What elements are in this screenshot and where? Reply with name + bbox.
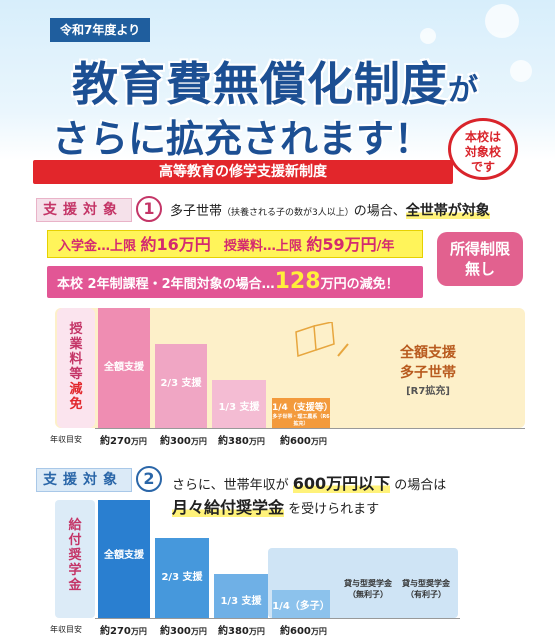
loan-with-interest: 貸与型奨学金 （有利子） <box>402 579 450 599</box>
bubble-decoration <box>510 60 532 82</box>
chart2-bar-quarter: 1/4（多子） <box>272 590 330 618</box>
section-number: 1 <box>136 196 162 222</box>
chart1-axis-label: 約380万円 <box>218 436 265 447</box>
chart1-bar-two-thirds: 2/3 支援 <box>155 344 207 428</box>
chart2-axis-label: 約300万円 <box>160 626 207 637</box>
section1-heading: 多子世帯（扶養される子の数が3人以上）の場合、全世帯が対象 <box>170 203 490 219</box>
chart2-axis <box>95 618 460 619</box>
reduction-box: 本校 2年制課程・2年間対象の場合…128万円の減免！ <box>47 266 423 298</box>
chart2-label: 給付奨学金 <box>68 518 82 593</box>
chart2-bar-two-thirds: 2/3 支援 <box>155 538 209 618</box>
bubble-decoration <box>485 4 519 38</box>
chart1-right-note: 全額支援 多子世帯 [R7拡充] <box>400 345 456 397</box>
loan-no-interest: 貸与型奨学金 （無利子） <box>344 579 392 599</box>
chart2-label-bg <box>55 500 95 618</box>
section-number: 2 <box>136 466 162 492</box>
book-icon <box>295 322 349 358</box>
chart2-axis-head: 年収目安 <box>50 625 82 634</box>
chart1-label-bg <box>57 308 95 428</box>
chart1-axis-label: 約600万円 <box>280 436 327 447</box>
chart1-bar-one-third: 1/3 支援 <box>212 380 266 428</box>
chart2-bar-full: 全額支援 <box>98 500 150 618</box>
chart1-axis-label: 約270万円 <box>100 436 147 447</box>
chart1-axis <box>95 428 525 429</box>
subtitle-bar: 高等教育の修学支援新制度 <box>33 160 453 184</box>
support-target-tag: 支援対象 <box>36 198 132 222</box>
chart2-axis-label: 約270万円 <box>100 626 147 637</box>
fee-limits-box: 入学金…上限 約16万円 授業料…上限 約59万円/年 <box>47 230 423 258</box>
chart1-bar-quarter: 1/4（支援等） 多子世帯・理工農系（R6拡充） <box>272 398 333 428</box>
eligible-school-badge: 本校は 対象校 です <box>448 118 518 180</box>
section2-heading-line1: さらに、世帯年収が 600万円以下 の場合は <box>172 474 447 493</box>
page-title: 教育費無償化制度が <box>72 57 479 111</box>
chart1-axis-label: 約300万円 <box>160 436 207 447</box>
chart2-axis-label: 約380万円 <box>218 626 265 637</box>
chart1-axis-head: 年収目安 <box>50 435 82 444</box>
year-ribbon: 令和7年度より <box>50 18 151 42</box>
chart1-bar-full: 全額支援 <box>98 308 150 428</box>
chart2-bar-one-third: 1/3 支援 <box>214 574 268 618</box>
chart2-axis-label: 約600万円 <box>280 626 327 637</box>
no-income-limit-badge: 所得制限 無し <box>437 232 523 286</box>
chart1-label: 授業料等 減免 <box>69 322 83 412</box>
page-title-line2: さらに拡充されます！ <box>52 117 433 161</box>
bubble-decoration <box>420 28 436 44</box>
section2-heading-line2: 月々給付奨学金 を受けられます <box>172 498 380 517</box>
support-target-tag: 支援対象 <box>36 468 132 492</box>
